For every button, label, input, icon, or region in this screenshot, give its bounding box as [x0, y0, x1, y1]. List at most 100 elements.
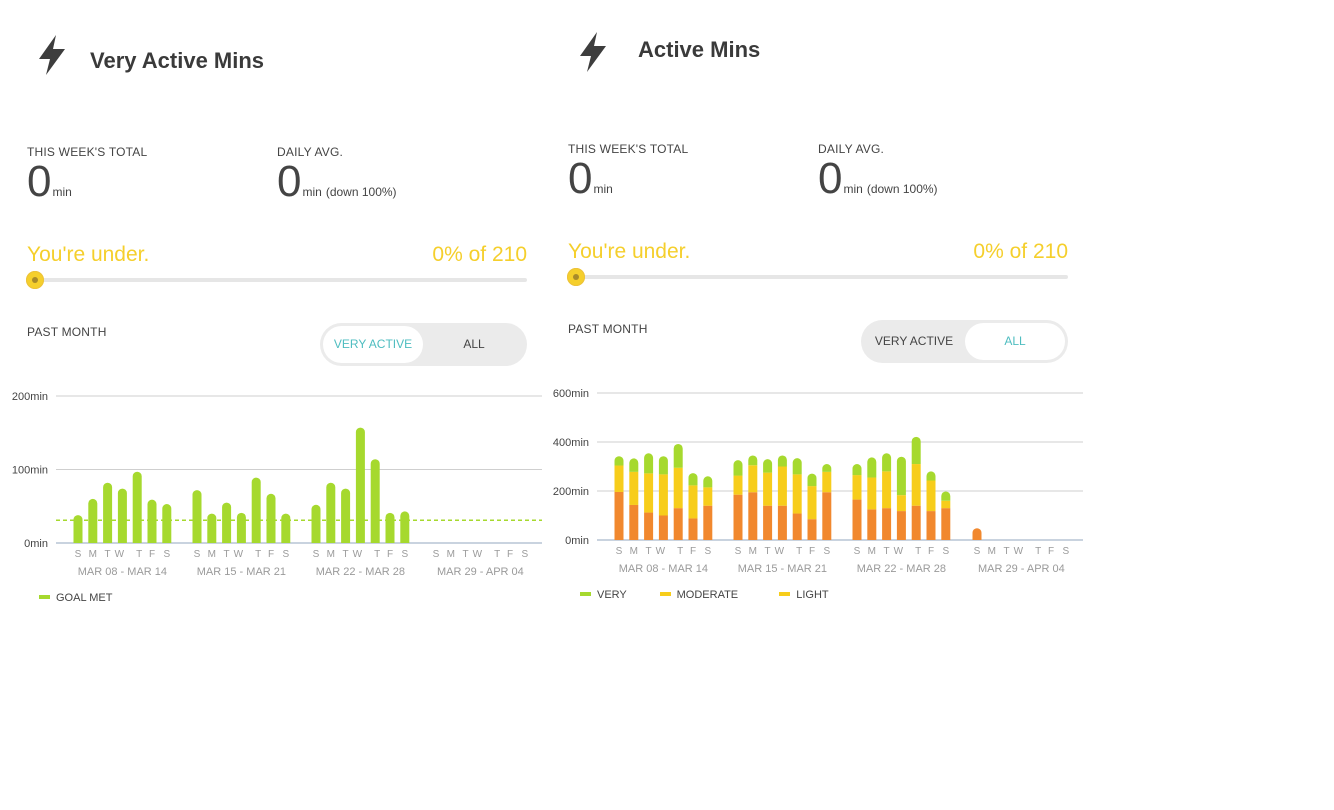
bar-moderate: [673, 467, 683, 509]
daily-avg-number: 0: [277, 157, 302, 206]
bar-very: [629, 458, 639, 472]
day-label: T: [915, 546, 921, 557]
week-label: MAR 22 - MAR 28: [857, 563, 946, 575]
day-label: S: [942, 546, 949, 557]
toggle-very-active[interactable]: VERY ACTIVE: [323, 326, 423, 363]
day-label: S: [75, 549, 82, 560]
week-label: MAR 22 - MAR 28: [316, 566, 405, 578]
day-label: W: [234, 549, 244, 560]
bar-light: [673, 508, 683, 540]
bar-light: [972, 528, 982, 540]
day-label: S: [521, 549, 528, 560]
day-label: W: [775, 546, 785, 557]
daily-avg-change: (down 100%): [325, 185, 397, 199]
day-label: S: [163, 549, 170, 560]
day-label: W: [894, 546, 904, 557]
legend-very: VERY: [597, 589, 627, 601]
day-label: W: [1014, 546, 1024, 557]
bar-light: [748, 492, 758, 540]
bar-very: [644, 453, 654, 474]
week-total-value: 0min: [568, 157, 613, 211]
day-label: T: [765, 546, 771, 557]
bar-light: [926, 511, 936, 540]
day-label: S: [854, 546, 861, 557]
goal-status-text: You're under.: [27, 243, 150, 266]
bar-very: [673, 443, 683, 468]
day-label: S: [313, 549, 320, 560]
daily-avg-number: 0: [818, 154, 843, 203]
daily-avg-change: (down 100%): [866, 182, 938, 196]
bar-light: [867, 509, 877, 540]
bar-moderate: [763, 472, 773, 506]
bar-light: [911, 505, 921, 540]
goal-progress-marker: [567, 268, 585, 286]
bar-light: [882, 508, 892, 540]
bar-goal-met: [326, 482, 336, 543]
bar-goal-met: [251, 477, 261, 543]
bar-goal-met: [147, 499, 157, 543]
bar-light: [941, 508, 951, 540]
goal-status-text: You're under.: [568, 240, 691, 263]
active-panel: Active Mins THIS WEEK'S TOTAL 0min DAILY…: [541, 0, 1086, 637]
bar-moderate: [614, 465, 624, 492]
day-label: T: [343, 549, 349, 560]
bar-moderate: [748, 465, 758, 493]
day-label: T: [136, 549, 142, 560]
bar-very: [926, 471, 936, 481]
bar-light: [896, 511, 906, 540]
bar-moderate: [896, 495, 906, 512]
very-active-panel: Very Active Mins THIS WEEK'S TOTAL 0min …: [0, 0, 545, 640]
bar-moderate: [629, 471, 639, 505]
day-label: M: [749, 546, 757, 557]
panel-title: Active Mins: [638, 37, 761, 62]
bar-light: [614, 491, 624, 540]
legend-swatch-light: [779, 592, 791, 597]
bar-very: [748, 455, 758, 466]
week-label: MAR 08 - MAR 14: [78, 566, 167, 578]
bar-very: [658, 456, 668, 475]
day-label: S: [616, 546, 623, 557]
day-label: T: [677, 546, 683, 557]
bar-moderate: [777, 466, 787, 506]
day-label: F: [690, 546, 696, 557]
y-tick-label: 400min: [553, 437, 589, 449]
day-label: T: [1004, 546, 1010, 557]
bar-goal-met: [385, 512, 395, 543]
legend-goal-met: GOAL MET: [56, 592, 113, 604]
bar-moderate: [733, 475, 743, 495]
bar-moderate: [807, 486, 817, 520]
day-label: F: [507, 549, 513, 560]
bar-very: [614, 456, 624, 466]
toggle-all[interactable]: ALL: [965, 323, 1065, 360]
day-label: S: [735, 546, 742, 557]
bar-goal-met: [311, 504, 321, 543]
day-label: S: [433, 549, 440, 560]
legend-moderate: MODERATE: [676, 589, 739, 601]
y-tick-label: 200min: [553, 486, 589, 498]
bar-light: [688, 518, 698, 540]
toggle-all[interactable]: ALL: [463, 337, 485, 351]
day-label: M: [988, 546, 996, 557]
day-label: T: [224, 549, 230, 560]
bar-very: [911, 436, 921, 465]
bar-very: [896, 456, 906, 496]
goal-percent-text: 0% of 210: [973, 240, 1068, 263]
day-label: S: [401, 549, 408, 560]
bar-light: [658, 515, 668, 540]
week-label: MAR 08 - MAR 14: [619, 563, 708, 575]
bar-goal-met: [88, 498, 98, 543]
bar-goal-met: [192, 490, 202, 543]
daily-avg-unit: min: [302, 185, 322, 199]
toggle-very-active[interactable]: VERY ACTIVE: [874, 334, 954, 348]
legend-swatch-moderate: [659, 592, 671, 597]
week-total-label: THIS WEEK'S TOTAL: [27, 145, 148, 159]
bar-moderate: [911, 464, 921, 506]
day-label: F: [809, 546, 815, 557]
goal-progress-track: [568, 275, 1068, 279]
day-label: F: [1048, 546, 1054, 557]
day-label: W: [353, 549, 363, 560]
bar-light: [792, 513, 802, 540]
goal-progress-marker: [26, 271, 44, 289]
bar-very: [703, 476, 713, 488]
lightning-bolt-icon: [39, 35, 65, 75]
